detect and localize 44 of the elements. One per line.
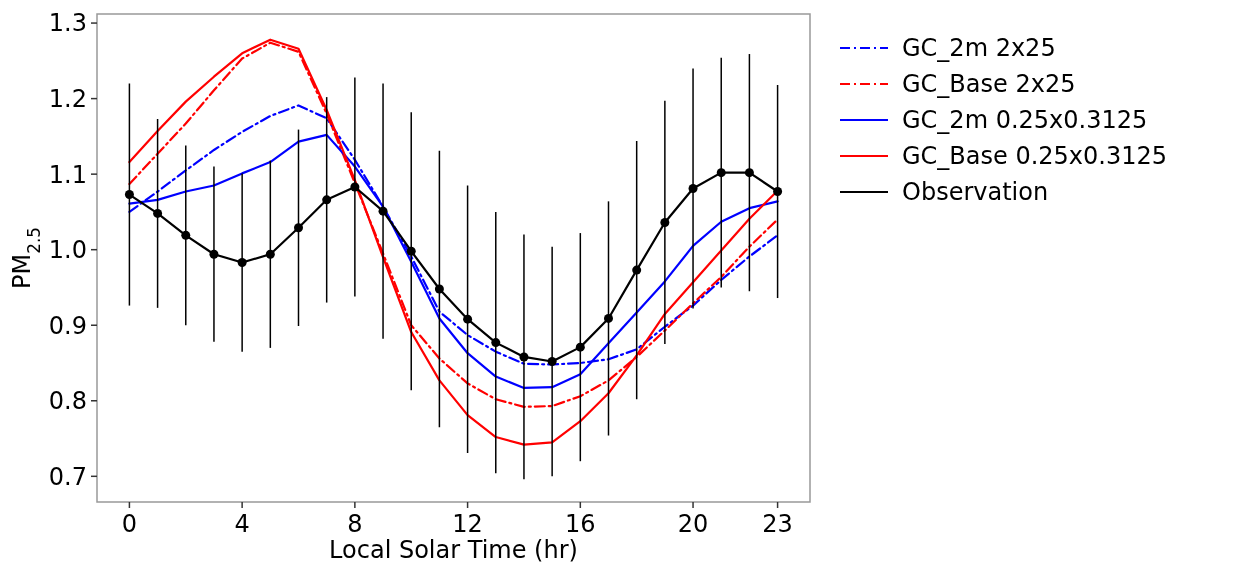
point [350, 182, 360, 192]
legend-label: GC_2m 0.25x0.3125 [902, 106, 1148, 135]
point [744, 168, 754, 178]
point [660, 218, 670, 227]
point [181, 230, 191, 240]
x-tick-label: 12 [452, 510, 483, 538]
legend-label: GC_2m 2x25 [902, 34, 1056, 63]
point [491, 338, 501, 348]
x-tick-label: 16 [565, 510, 596, 538]
y-tick-label: 1.0 [48, 236, 87, 265]
x-tick-label: 4 [234, 510, 250, 538]
x-tick-label: 0 [121, 510, 138, 538]
legend-label: GC_Base 0.25x0.3125 [902, 142, 1168, 171]
y-tick-label: 1.1 [48, 160, 87, 189]
y-tick-label: 0.7 [48, 462, 87, 491]
point [406, 246, 416, 256]
point [547, 356, 557, 366]
point [265, 249, 275, 259]
point [519, 352, 529, 362]
point [153, 208, 163, 218]
point [237, 258, 247, 268]
x-tick-label: 20 [677, 510, 709, 538]
x-axis-title: Local Solar Time (hr) [329, 536, 578, 564]
y-tick-label: 1.3 [48, 9, 87, 38]
point [378, 206, 388, 216]
point [604, 313, 613, 323]
point [632, 265, 642, 275]
legend-label: GC_Base 2x25 [902, 70, 1076, 99]
point [294, 223, 303, 233]
x-tick-label: 23 [762, 510, 793, 538]
point [434, 284, 444, 294]
point [463, 314, 473, 324]
point [688, 184, 698, 193]
point [209, 249, 219, 259]
legend-label: Observation [902, 178, 1049, 207]
point [716, 168, 726, 178]
point [322, 195, 332, 205]
point [773, 187, 783, 197]
y-tick-label: 0.8 [48, 387, 87, 416]
x-tick-label: 8 [347, 510, 363, 538]
point [575, 342, 585, 352]
y-tick-label: 1.2 [48, 85, 87, 114]
point [124, 190, 134, 200]
y-tick-label: 0.9 [48, 311, 87, 340]
